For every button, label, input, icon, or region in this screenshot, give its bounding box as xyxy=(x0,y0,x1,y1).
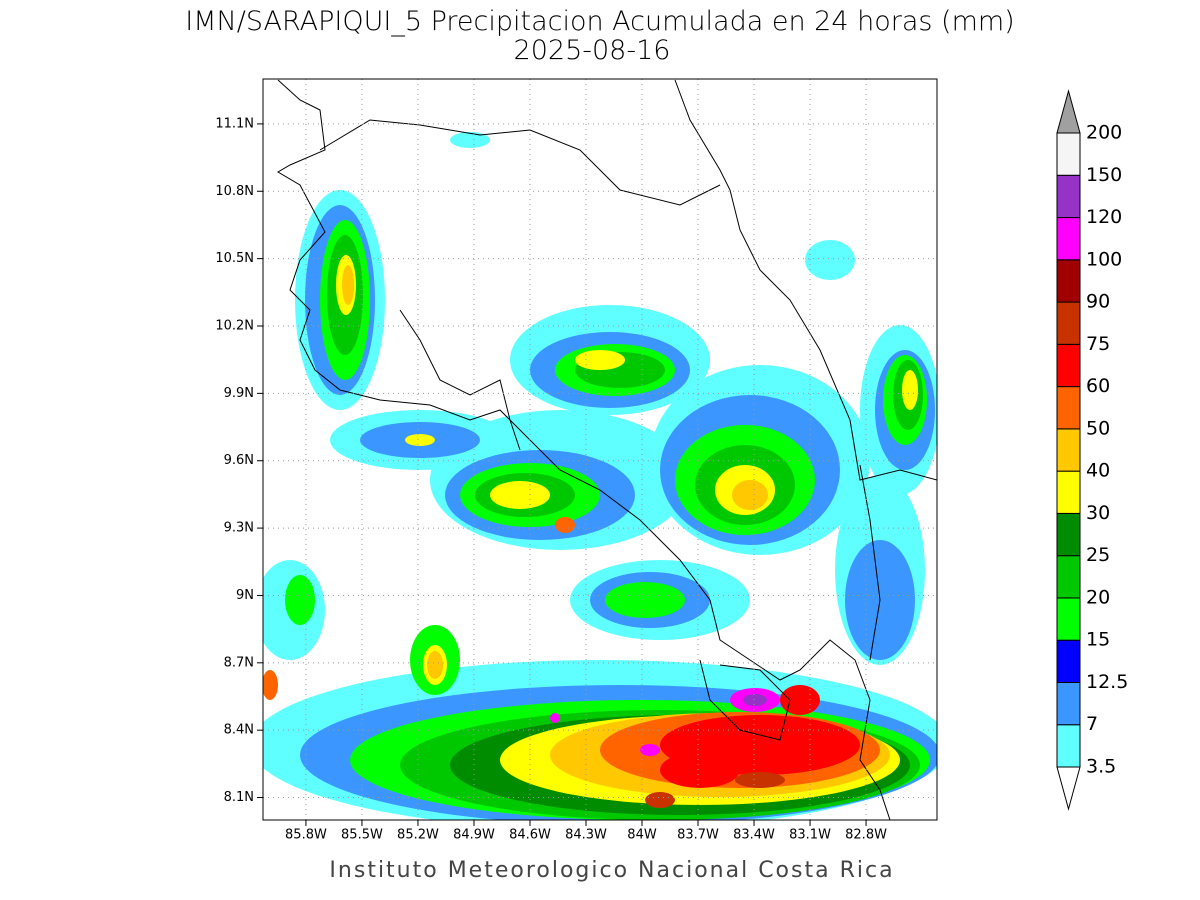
colorbar-label: 30 xyxy=(1086,502,1110,524)
x-tick-label: 84W xyxy=(627,828,657,843)
title: IMN/SARAPIQUI_5 Precipitacion Acumulada … xyxy=(185,6,1014,37)
x-tick-label: 82.8W xyxy=(845,828,887,843)
colorbar-box xyxy=(1056,597,1081,641)
y-tick-label: 8.1N xyxy=(224,790,254,805)
colorbar-label: 60 xyxy=(1086,375,1110,397)
colorbar: 3.5 7 12.5 15 20 25 30 40 50 60 75 90 100 120 150 200 xyxy=(1056,89,1128,811)
colorbar-label: 15 xyxy=(1086,629,1110,651)
y-tick-label: 9.9N xyxy=(224,386,254,401)
colorbar-label: 25 xyxy=(1086,544,1110,566)
colorbar-box xyxy=(1056,132,1081,176)
colorbar-over xyxy=(1056,89,1081,134)
colorbar-label: 40 xyxy=(1086,460,1110,482)
y-tick-label: 10.2N xyxy=(215,319,254,334)
x-tick-label: 83.4W xyxy=(733,828,775,843)
colorbar-box xyxy=(1056,428,1081,472)
colorbar-box xyxy=(1056,639,1081,683)
y-tick-label: 9.6N xyxy=(224,453,254,468)
colorbar-box xyxy=(1056,555,1081,599)
x-tick-label: 84.3W xyxy=(565,828,607,843)
axes: 85.8W 85.5W 85.2W 84.9W 84.6W 84.3W 84W 83.7W 83… xyxy=(215,79,937,843)
precip-field xyxy=(263,79,937,820)
colorbar-box xyxy=(1056,174,1081,219)
colorbar-label: 7 xyxy=(1086,713,1098,735)
colorbar-label: 20 xyxy=(1086,586,1110,608)
colorbar-box xyxy=(1056,301,1081,345)
colorbar-label: 3.5 xyxy=(1086,756,1116,778)
colorbar-under xyxy=(1056,766,1081,811)
colorbar-box xyxy=(1056,343,1081,388)
colorbar-box xyxy=(1056,512,1081,557)
colorbar-box xyxy=(1056,259,1081,303)
x-tick-label: 84.6W xyxy=(509,828,551,843)
colorbar-label: 50 xyxy=(1086,417,1110,439)
colorbar-label: 100 xyxy=(1086,248,1122,270)
x-tick-label: 83.1W xyxy=(789,828,831,843)
y-tick-label: 9N xyxy=(236,588,254,603)
date: 2025-08-16 xyxy=(514,35,671,66)
y-tick-label: 10.5N xyxy=(215,251,254,266)
colorbar-label: 90 xyxy=(1086,291,1110,313)
y-tick-label: 9.3N xyxy=(224,521,254,536)
y-tick-label: 10.8N xyxy=(215,184,254,199)
colorbar-box xyxy=(1056,724,1081,768)
colorbar-box xyxy=(1056,386,1081,430)
colorbar-label: 150 xyxy=(1086,164,1122,186)
x-tick-label: 83.7W xyxy=(677,828,719,843)
y-tick-label: 8.7N xyxy=(224,655,254,670)
colorbar-box xyxy=(1056,470,1081,514)
y-tick-label: 8.4N xyxy=(224,723,254,738)
colorbar-label: 200 xyxy=(1086,122,1122,144)
x-tick-label: 85.5W xyxy=(341,828,383,843)
x-tick-label: 85.2W xyxy=(397,828,439,843)
x-tick-label: 84.9W xyxy=(453,828,495,843)
colorbar-label: 12.5 xyxy=(1086,671,1128,693)
plot-frame xyxy=(262,78,938,821)
colorbar-label: 75 xyxy=(1086,333,1110,355)
colorbar-box xyxy=(1056,217,1081,261)
x-tick-label: 85.8W xyxy=(285,828,327,843)
colorbar-label: 120 xyxy=(1086,206,1122,228)
footer: Instituto Meteorologico Nacional Costa R… xyxy=(329,858,894,883)
colorbar-box xyxy=(1056,681,1081,726)
y-tick-label: 11.1N xyxy=(215,116,254,131)
